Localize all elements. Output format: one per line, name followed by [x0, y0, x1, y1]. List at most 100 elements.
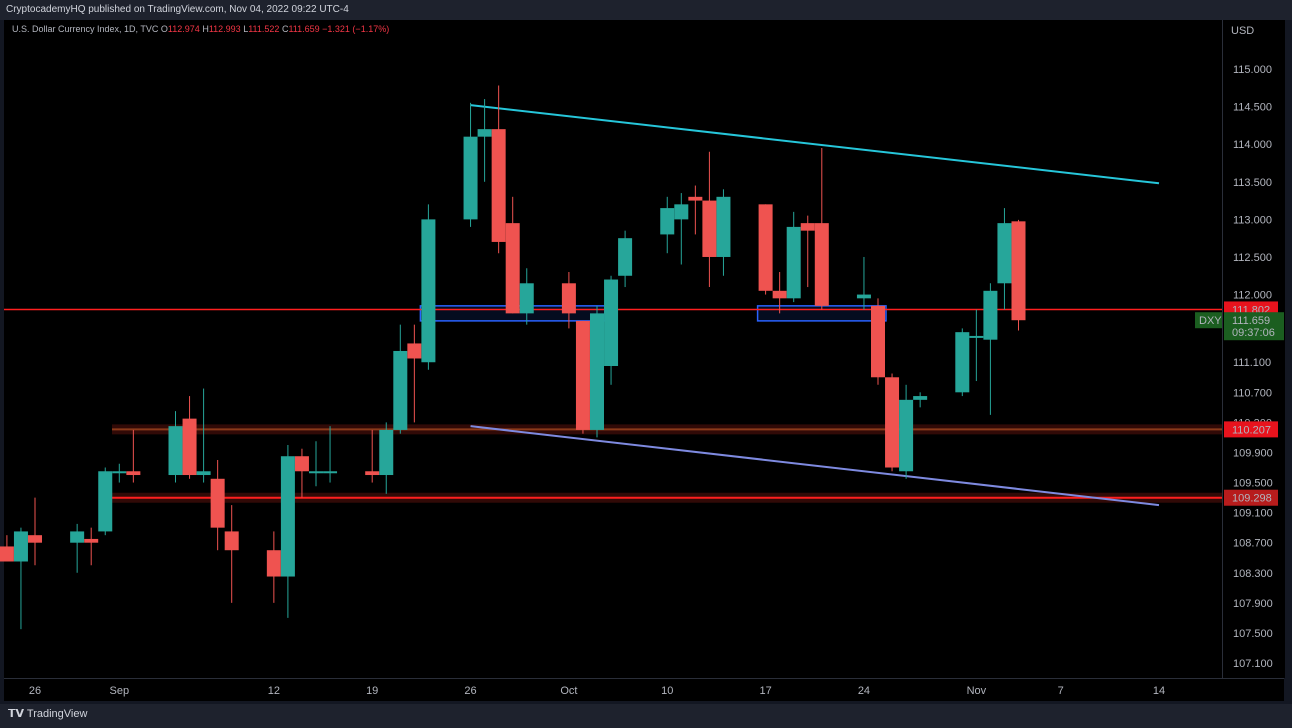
- candle-body-24: [477, 129, 492, 137]
- candle-body-35: [688, 196, 703, 201]
- support-lower-price-tag-bg: [1224, 489, 1278, 506]
- candle-body-3: [70, 531, 85, 543]
- time-tick-label: 10: [661, 685, 673, 697]
- candle-body-39: [772, 290, 787, 299]
- candle-body-17: [323, 471, 338, 474]
- brand-name: TradingView: [26, 708, 88, 720]
- candle-body-52: [1011, 221, 1026, 321]
- footer-bar: [0, 704, 1292, 728]
- candle-body-32: [618, 238, 633, 276]
- price-tick-label: 109.100: [1233, 508, 1273, 520]
- time-tick-label: 19: [366, 685, 378, 697]
- candle-body-9: [182, 418, 197, 476]
- candle-body-7: [126, 471, 141, 476]
- current-price-tag: 111.659: [1232, 315, 1270, 327]
- candle-body-51: [997, 223, 1012, 284]
- price-tick-label: 114.000: [1233, 139, 1272, 151]
- candle-body-2: [28, 535, 42, 543]
- current-price-tag-bg: [1224, 312, 1284, 341]
- candle-body-38: [758, 204, 773, 291]
- countdown-tag: 09:37:06: [1232, 327, 1275, 339]
- candle-body-4: [84, 538, 99, 543]
- time-tick-label: Nov: [967, 685, 987, 697]
- price-tick-label: 114.500: [1233, 102, 1272, 114]
- legend-change: −1.321 (−1.17%): [322, 24, 390, 34]
- candle-body-18: [365, 471, 380, 476]
- price-tick-label: 107.500: [1233, 628, 1273, 640]
- legend-low-label: L: [243, 24, 249, 34]
- candle-body-16: [309, 471, 323, 474]
- legend-open-value: 112.974: [167, 24, 200, 34]
- legend-high-label: H: [202, 24, 209, 34]
- price-tick-label: 113.000: [1233, 214, 1272, 226]
- candle-body-1: [13, 531, 28, 562]
- candle-body-25: [491, 129, 506, 242]
- trendline-1: [470, 425, 1160, 507]
- candle-body-8: [168, 426, 183, 476]
- price-axis[interactable]: [1222, 20, 1285, 678]
- price-tick-label: 112.500: [1233, 252, 1272, 264]
- legend-high-value: 112.993: [208, 24, 241, 34]
- candle-body-13: [266, 550, 281, 577]
- time-tick-label: 12: [268, 685, 280, 697]
- candle-body-15: [294, 456, 309, 472]
- tv-mark-icon: 𝗧𝗩: [8, 708, 25, 720]
- price-tick-label: 108.700: [1233, 538, 1273, 550]
- candle-body-30: [590, 313, 604, 430]
- candle-body-22: [421, 219, 436, 363]
- currency-label: USD: [1231, 25, 1254, 37]
- candle-body-19: [379, 429, 394, 476]
- time-tick-label: 26: [29, 685, 41, 697]
- time-ticks-layer: 26 Sep 12 19 26 Oct 10 17 24 Nov 7 14: [29, 685, 1165, 697]
- publish-bar: CryptocademyHQ published on TradingView.…: [0, 0, 1292, 20]
- candle-body-29: [575, 320, 590, 430]
- time-tick-label: Sep: [110, 685, 130, 697]
- candle-body-37: [716, 196, 731, 257]
- candle-body-20: [393, 350, 408, 430]
- candle-body-14: [280, 456, 295, 577]
- candle-body-48: [955, 332, 970, 393]
- candle-body-10: [196, 471, 211, 476]
- price-tick-label: 107.100: [1233, 658, 1273, 670]
- time-axis[interactable]: [4, 678, 1284, 701]
- candle-body-42: [814, 223, 829, 306]
- candle-body-5: [98, 471, 113, 532]
- price-tick-label: 112.000: [1233, 290, 1272, 302]
- legend-close-value: 111.659: [288, 24, 320, 34]
- candle-body-28: [561, 283, 576, 314]
- time-tick-label: 24: [858, 685, 870, 697]
- time-tick-label: 17: [759, 685, 771, 697]
- tradingview-logo[interactable]: 𝗧𝗩 TradingView: [8, 707, 87, 720]
- zones-layer: [419, 305, 887, 322]
- legend-low-value: 111.522: [248, 24, 280, 34]
- candle-body-46: [899, 399, 914, 472]
- candle-body-31: [604, 279, 619, 366]
- candle-body-27: [519, 283, 534, 314]
- candle-body-40: [786, 226, 801, 299]
- candle-body-50: [983, 290, 998, 340]
- price-tick-label: 111.100: [1233, 357, 1271, 369]
- candle-body-23: [463, 136, 478, 220]
- candles-layer: [0, 85, 1026, 630]
- support-lower-price-tag: 109.298: [1232, 493, 1272, 505]
- symbol-tag-bg: [1195, 312, 1222, 329]
- support-upper-price-tag-bg: [1224, 421, 1278, 438]
- legend-close-label: C: [281, 24, 289, 34]
- price-ticks-layer: 115.000 114.500 114.000 113.500 113.000 112.5…: [1233, 64, 1273, 670]
- candle-body-49: [969, 335, 984, 338]
- candle-body-34: [674, 204, 689, 220]
- candle-body-21: [407, 343, 422, 359]
- candle-body-26: [505, 223, 520, 314]
- candle-body-41: [800, 223, 815, 231]
- price-tick-label: 110.700: [1233, 387, 1272, 399]
- time-tick-label: Oct: [560, 685, 577, 697]
- candle-body-33: [660, 208, 675, 235]
- symbol-tag: DXY: [1199, 315, 1222, 327]
- candle-body-0: [0, 546, 14, 562]
- trendline-0: [470, 104, 1160, 185]
- price-tick-label: 107.900: [1233, 598, 1273, 610]
- time-tick-label: 7: [1058, 685, 1064, 697]
